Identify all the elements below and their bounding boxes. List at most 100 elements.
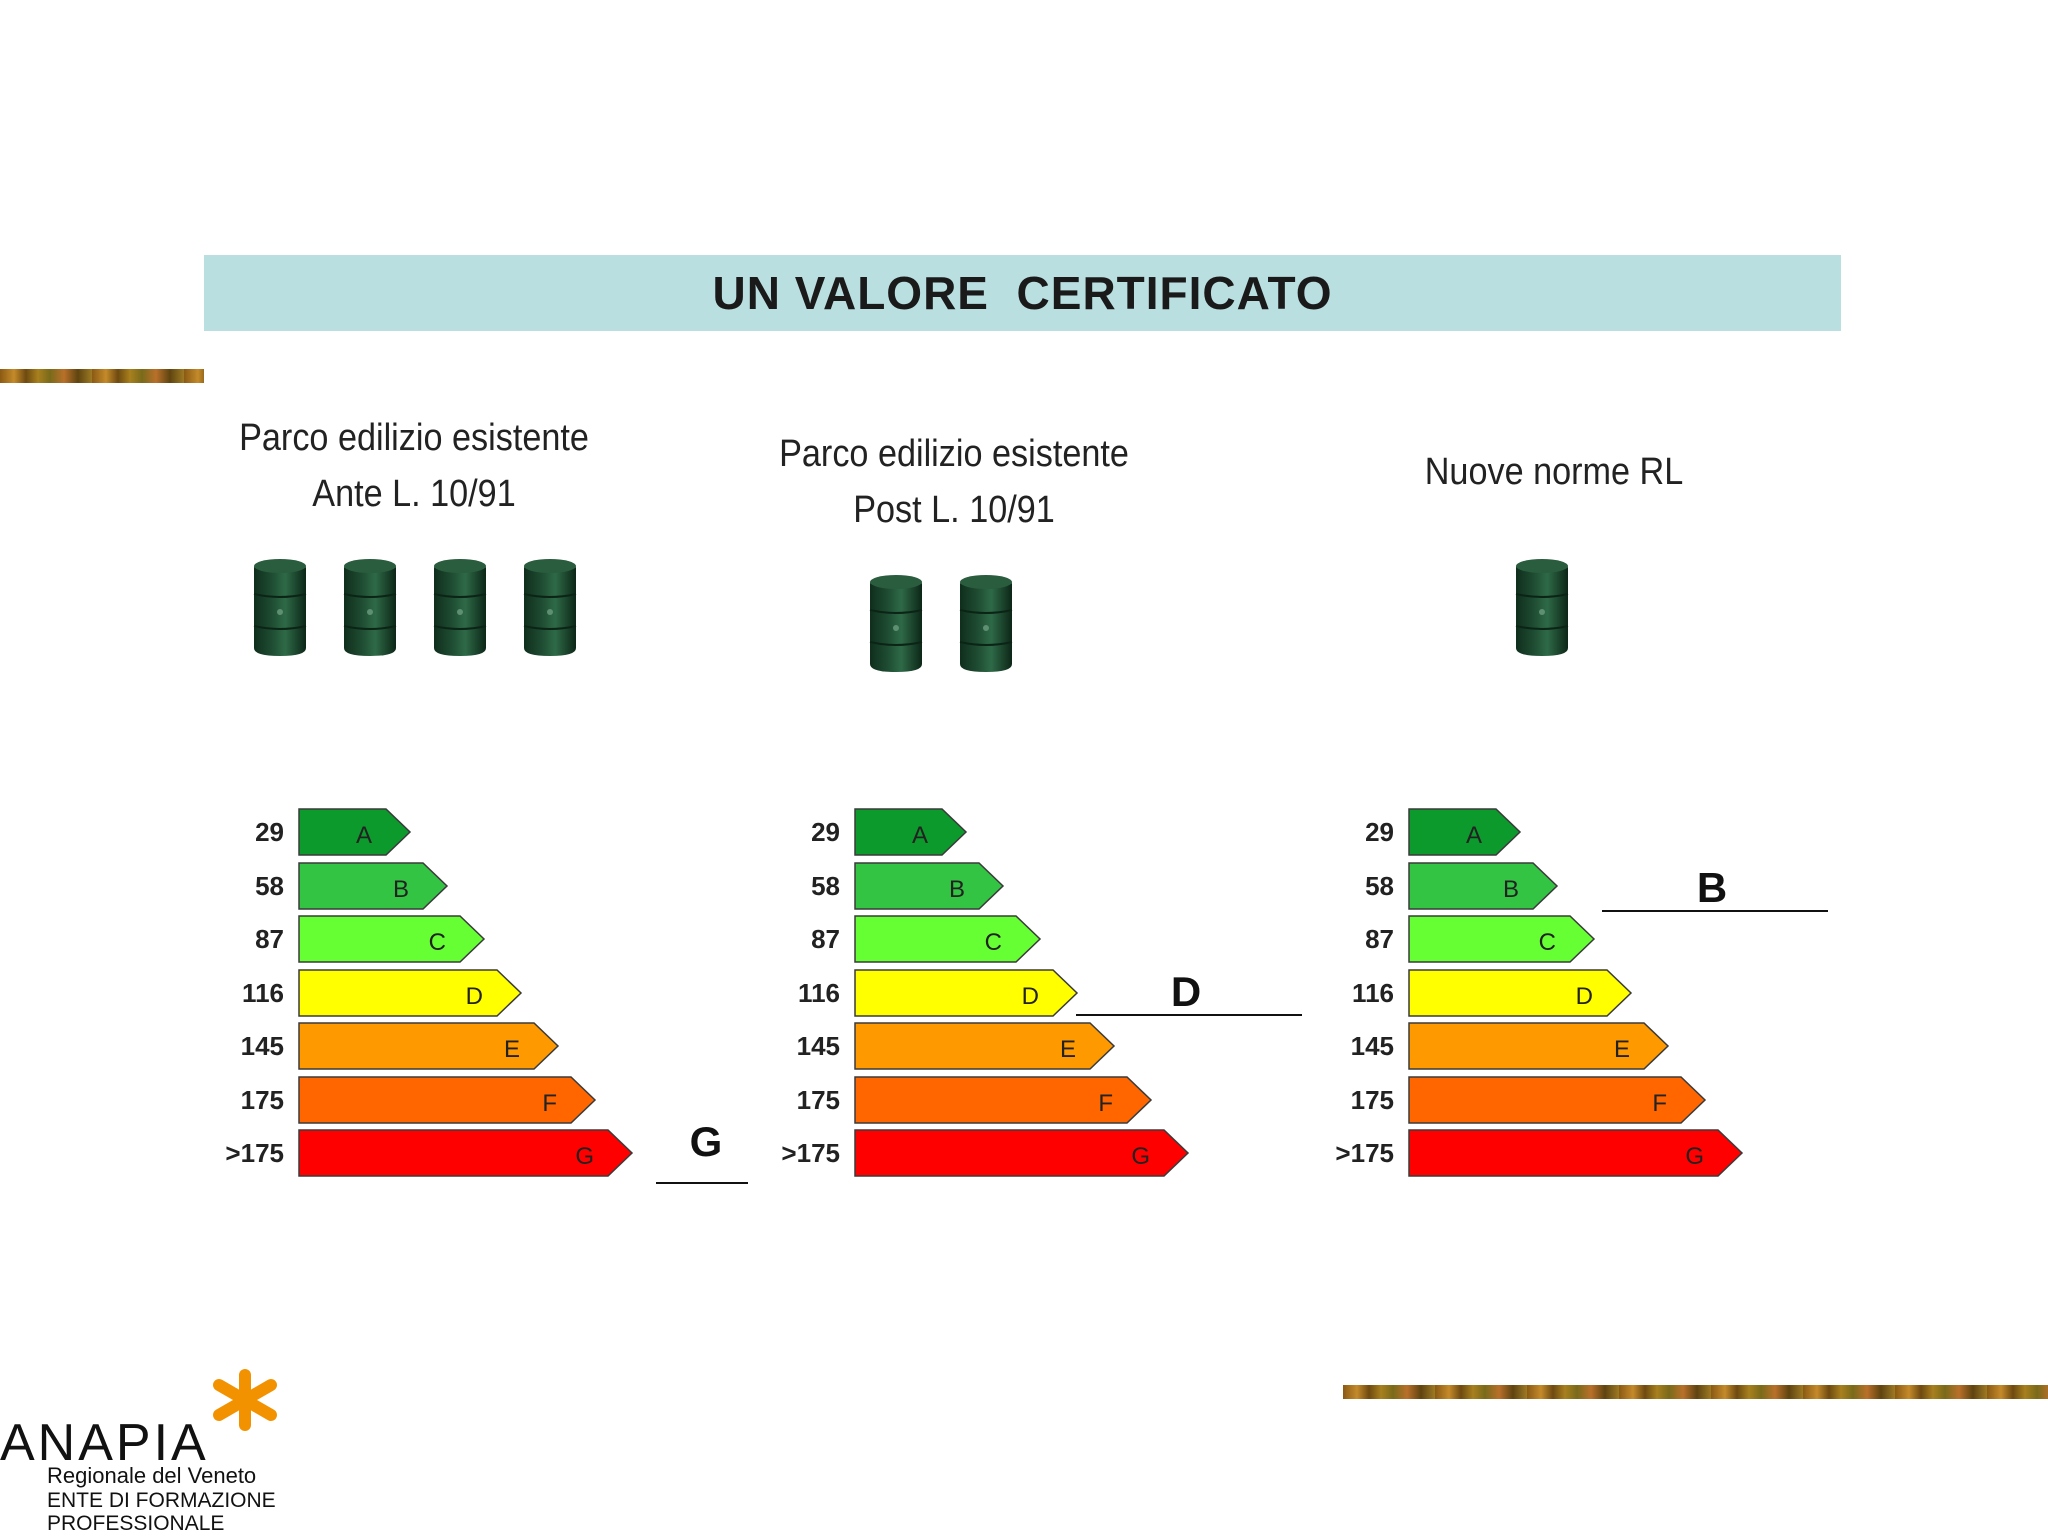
rating-class-label: F (1098, 1090, 1113, 1117)
rating-arrow-shape (1408, 1075, 1707, 1124)
rating-arrow-shape (854, 915, 1042, 963)
column-title-line1: Parco edilizio esistente (779, 433, 1129, 475)
result-underline-nuove (1602, 910, 1828, 912)
rating-arrow-e: E (854, 1022, 1116, 1070)
column-title-line1: Nuove norme RL (1424, 451, 1684, 493)
rating-arrow-g: G (298, 1129, 634, 1177)
rating-arrow-shape (298, 1075, 597, 1124)
rating-row-e: 145 E (218, 1022, 738, 1070)
rating-threshold-value: 58 (811, 870, 840, 901)
rating-arrow-shape (1408, 808, 1522, 856)
rating-class-label: G (575, 1143, 594, 1170)
rating-class-label: B (393, 876, 409, 903)
rating-threshold-value: >175 (225, 1138, 284, 1168)
rating-arrow-g: G (1408, 1129, 1744, 1177)
result-underline-ante (656, 1182, 748, 1184)
oil-barrel-icon (1515, 559, 1569, 656)
rating-arrow-shape (298, 915, 486, 963)
rating-arrow-a: A (854, 808, 968, 856)
asterisk-star-icon (213, 1369, 277, 1431)
rating-row-a: 29 A (774, 808, 1294, 856)
rating-row-d: 116 D (1328, 968, 1848, 1017)
rating-row-g: >175 G (1328, 1129, 1848, 1177)
rating-arrow-c: C (298, 915, 486, 963)
column-title-line2: Ante L. 10/91 (312, 473, 516, 515)
rating-arrow-d: D (298, 968, 523, 1017)
result-underline-post (1076, 1014, 1302, 1016)
rating-class-label: A (912, 822, 928, 849)
rating-class-label: C (1539, 929, 1556, 956)
rating-class-label: D (1576, 983, 1593, 1010)
rating-threshold-value: 175 (240, 1084, 284, 1115)
column-title-line2: Post L. 10/91 (853, 489, 1055, 531)
barrel-group-nuove (1512, 556, 1592, 676)
energy-rating-scale-post: 29 A 58 B 87 C 116 D 145 E 175 F >175 G (774, 808, 1314, 1188)
rating-row-c: 87 C (774, 915, 1294, 963)
rating-arrow-f: F (1408, 1075, 1707, 1124)
rating-class-label: C (429, 929, 446, 956)
rating-arrow-shape (1408, 915, 1596, 963)
rating-arrow-shape (1408, 968, 1633, 1017)
column-title-nuove: Nuove norme RL (1374, 444, 1734, 500)
rating-arrow-e: E (1408, 1022, 1670, 1070)
rating-class-label: B (1503, 876, 1519, 903)
rating-threshold-value: 116 (242, 977, 284, 1008)
rating-row-g: >175 G (218, 1129, 738, 1177)
column-title-post: Parco edilizio esistente Post L. 10/91 (774, 426, 1134, 538)
rating-class-label: E (1614, 1036, 1630, 1063)
rating-threshold-value: 29 (255, 817, 284, 847)
rating-arrow-a: A (298, 808, 412, 856)
rating-arrow-shape (298, 1022, 560, 1070)
rating-class-label: B (949, 876, 965, 903)
rating-class-label: E (504, 1036, 520, 1063)
rating-arrow-shape (298, 861, 449, 910)
rating-arrow-shape (854, 808, 968, 856)
column-title-ante: Parco edilizio esistente Ante L. 10/91 (234, 410, 594, 522)
oil-barrel-icon (253, 559, 307, 656)
oil-barrel-icon (523, 559, 577, 656)
rating-row-d: 116 D (218, 968, 738, 1017)
logo-line3: PROFESSIONALE (47, 1512, 225, 1535)
rating-arrow-d: D (854, 968, 1079, 1017)
energy-rating-scale-ante: 29 A 58 B 87 C 116 D 145 E 175 F >175 G (218, 808, 758, 1188)
rating-threshold-value: 87 (811, 924, 840, 954)
decorative-stripe-top (0, 369, 204, 383)
rating-arrow-shape (854, 1129, 1190, 1177)
rating-class-label: G (1685, 1143, 1704, 1170)
rating-arrow-shape (854, 861, 1005, 910)
rating-threshold-value: 58 (255, 870, 284, 901)
rating-class-label: E (1060, 1036, 1076, 1063)
oil-barrel-icon (869, 575, 923, 672)
barrel-group-post (866, 572, 1026, 692)
rating-arrow-c: C (854, 915, 1042, 963)
rating-row-b: 58 B (218, 861, 738, 910)
rating-threshold-value: >175 (781, 1138, 840, 1168)
rating-threshold-value: 29 (811, 817, 840, 847)
rating-threshold-value: 58 (1365, 870, 1394, 901)
page-title: UN VALORE CERTIFICATO (712, 267, 1333, 319)
rating-threshold-value: 87 (255, 924, 284, 954)
rating-arrow-shape (298, 1129, 634, 1177)
barrel-group-ante (250, 556, 590, 676)
rating-threshold-value: 175 (796, 1084, 840, 1115)
rating-arrow-shape (298, 968, 523, 1017)
rating-threshold-value: 29 (1365, 817, 1394, 847)
rating-class-label: F (1652, 1090, 1667, 1117)
rating-arrow-f: F (854, 1075, 1153, 1124)
rating-class-label: C (985, 929, 1002, 956)
rating-arrow-shape (1408, 1129, 1744, 1177)
rating-class-label: F (542, 1090, 557, 1117)
rating-row-b: 58 B (1328, 861, 1848, 910)
rating-threshold-value: 87 (1365, 924, 1394, 954)
result-class-ante: G (689, 1118, 723, 1165)
rating-row-f: 175 F (774, 1075, 1294, 1124)
rating-arrow-c: C (1408, 915, 1596, 963)
rating-row-e: 145 E (774, 1022, 1294, 1070)
rating-arrow-shape (854, 1075, 1153, 1124)
logo-line2: ENTE DI FORMAZIONE (47, 1489, 276, 1512)
decorative-stripe-bottom (1343, 1385, 2048, 1399)
rating-row-a: 29 A (1328, 808, 1848, 856)
rating-arrow-a: A (1408, 808, 1522, 856)
title-banner: UN VALORE CERTIFICATO (204, 255, 1841, 331)
rating-row-f: 175 F (1328, 1075, 1848, 1124)
